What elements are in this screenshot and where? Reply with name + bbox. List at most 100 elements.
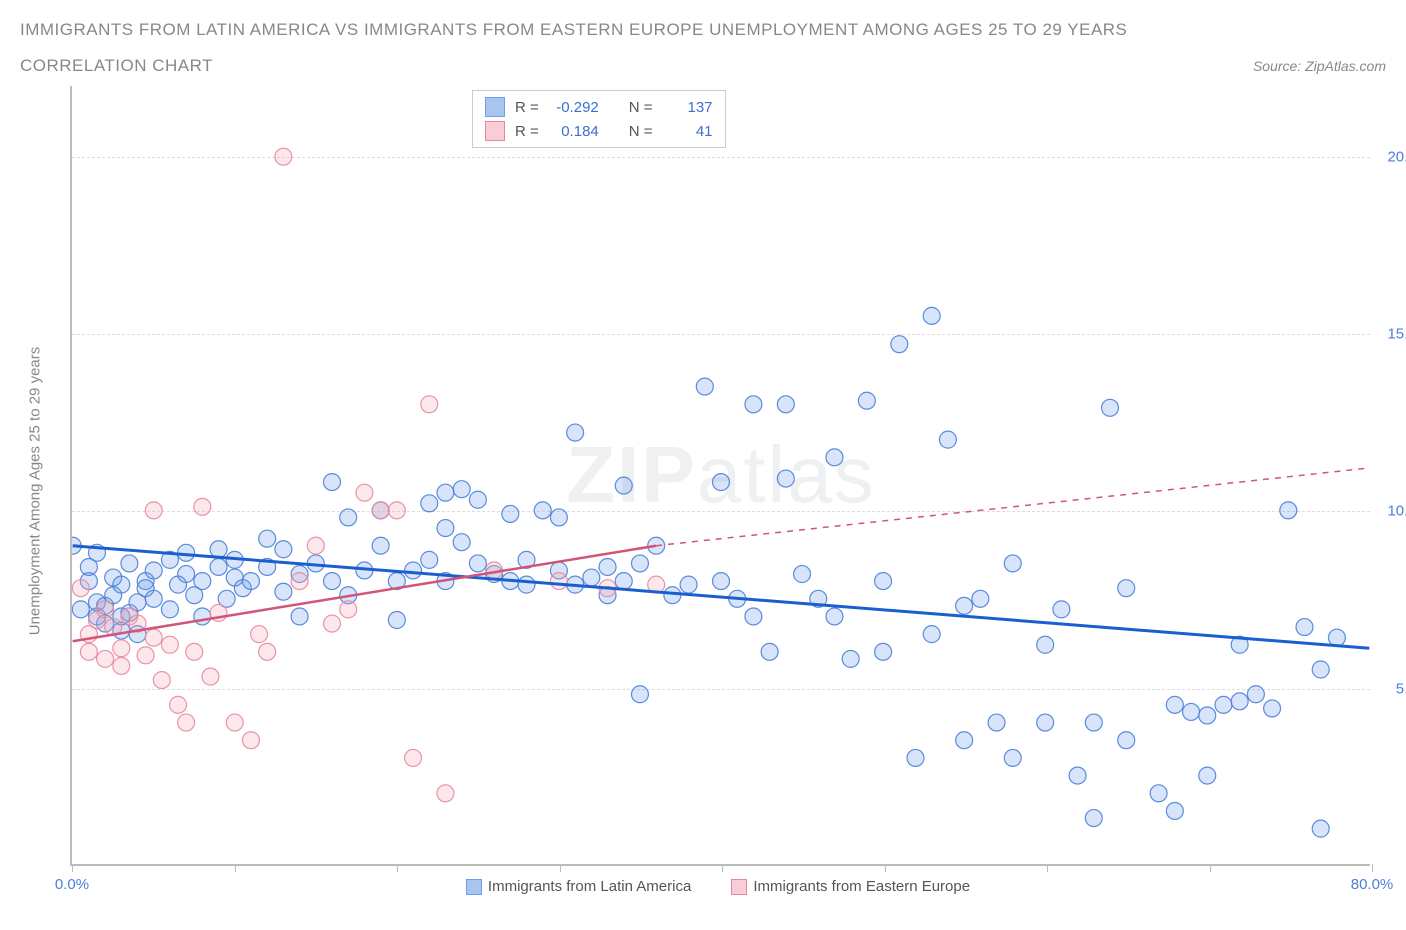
- scatter-point: [956, 732, 973, 749]
- legend-label-1: Immigrants from Latin America: [488, 878, 691, 895]
- scatter-point: [550, 573, 567, 590]
- scatter-point: [875, 643, 892, 660]
- scatter-point: [777, 470, 794, 487]
- scatter-point: [842, 650, 859, 667]
- scatter-point: [186, 643, 203, 660]
- scatter-point: [178, 566, 195, 583]
- scatter-point: [972, 590, 989, 607]
- scatter-point: [826, 449, 843, 466]
- stats-row-1: R = -0.292 N = 137: [485, 95, 713, 119]
- scatter-point: [1199, 767, 1216, 784]
- scatter-point: [242, 732, 259, 749]
- scatter-point: [1215, 696, 1232, 713]
- scatter-point: [875, 573, 892, 590]
- scatter-point: [469, 491, 486, 508]
- x-tick: [1047, 864, 1048, 872]
- legend-label-2: Immigrants from Eastern Europe: [753, 878, 970, 895]
- scatter-point: [1183, 703, 1200, 720]
- x-tick: [1372, 864, 1373, 872]
- scatter-point: [1166, 802, 1183, 819]
- scatter-point: [713, 573, 730, 590]
- scatter-point: [1199, 707, 1216, 724]
- scatter-point: [259, 643, 276, 660]
- x-tick: [235, 864, 236, 872]
- scatter-point: [324, 474, 341, 491]
- scatter-point: [137, 647, 154, 664]
- scatter-point: [534, 502, 551, 519]
- scatter-point: [80, 643, 97, 660]
- scatter-point: [1085, 714, 1102, 731]
- scatter-point: [324, 615, 341, 632]
- scatter-point: [518, 576, 535, 593]
- scatter-point: [1069, 767, 1086, 784]
- scatter-point: [1037, 714, 1054, 731]
- n-value-1: 137: [663, 99, 713, 116]
- scatter-point: [583, 569, 600, 586]
- scatter-point: [145, 590, 162, 607]
- scatter-point: [324, 573, 341, 590]
- y-tick-label: 10.0%: [1375, 503, 1406, 520]
- scatter-point: [437, 520, 454, 537]
- scatter-point: [891, 336, 908, 353]
- x-tick: [560, 864, 561, 872]
- scatter-point: [145, 562, 162, 579]
- scatter-point: [599, 558, 616, 575]
- y-tick-label: 20.0%: [1375, 148, 1406, 165]
- scatter-point: [1231, 693, 1248, 710]
- scatter-point: [1328, 629, 1345, 646]
- stats-row-2: R = 0.184 N = 41: [485, 119, 713, 143]
- n-label: N =: [629, 123, 653, 140]
- scatter-point: [1296, 619, 1313, 636]
- scatter-point: [696, 378, 713, 395]
- scatter-point: [251, 626, 268, 643]
- scatter-point: [502, 505, 519, 522]
- scatter-point: [291, 573, 308, 590]
- scatter-point: [1085, 810, 1102, 827]
- r-value-1: -0.292: [549, 99, 599, 116]
- scatter-point: [1280, 502, 1297, 519]
- scatter-point: [1247, 686, 1264, 703]
- source-prefix: Source:: [1253, 58, 1305, 74]
- scatter-point: [1312, 820, 1329, 837]
- scatter-point: [631, 555, 648, 572]
- r-label: R =: [515, 123, 539, 140]
- scatter-point: [210, 541, 227, 558]
- scatter-point: [664, 587, 681, 604]
- scatter-point: [615, 573, 632, 590]
- scatter-point: [121, 555, 138, 572]
- scatter-point: [437, 785, 454, 802]
- chart-area: Unemployment Among Ages 25 to 29 years Z…: [70, 86, 1366, 895]
- swatch-blue: [485, 97, 505, 117]
- scatter-point: [437, 484, 454, 501]
- scatter-point: [1102, 399, 1119, 416]
- scatter-point: [777, 396, 794, 413]
- scatter-point: [340, 601, 357, 618]
- scatter-point: [340, 509, 357, 526]
- scatter-point: [291, 608, 308, 625]
- scatter-point: [453, 481, 470, 498]
- scatter-point: [194, 608, 211, 625]
- x-tick-label: 80.0%: [1351, 876, 1394, 893]
- scatter-point: [153, 672, 170, 689]
- x-tick: [397, 864, 398, 872]
- n-label: N =: [629, 99, 653, 116]
- scatter-point: [826, 608, 843, 625]
- legend-item-2: Immigrants from Eastern Europe: [731, 878, 970, 895]
- subtitle-row: CORRELATION CHART Source: ZipAtlas.com: [20, 56, 1386, 76]
- scatter-point: [356, 484, 373, 501]
- scatter-point: [194, 498, 211, 515]
- scatter-point: [939, 431, 956, 448]
- swatch-blue: [466, 879, 482, 895]
- scatter-point: [1004, 749, 1021, 766]
- scatter-point: [161, 601, 178, 618]
- scatter-point: [372, 537, 389, 554]
- scatter-point: [988, 714, 1005, 731]
- swatch-pink: [731, 879, 747, 895]
- scatter-point: [761, 643, 778, 660]
- scatter-point: [1053, 601, 1070, 618]
- scatter-point: [226, 714, 243, 731]
- scatter-point: [858, 392, 875, 409]
- scatter-point: [388, 502, 405, 519]
- legend-bottom: Immigrants from Latin America Immigrants…: [70, 878, 1366, 895]
- x-tick: [1210, 864, 1211, 872]
